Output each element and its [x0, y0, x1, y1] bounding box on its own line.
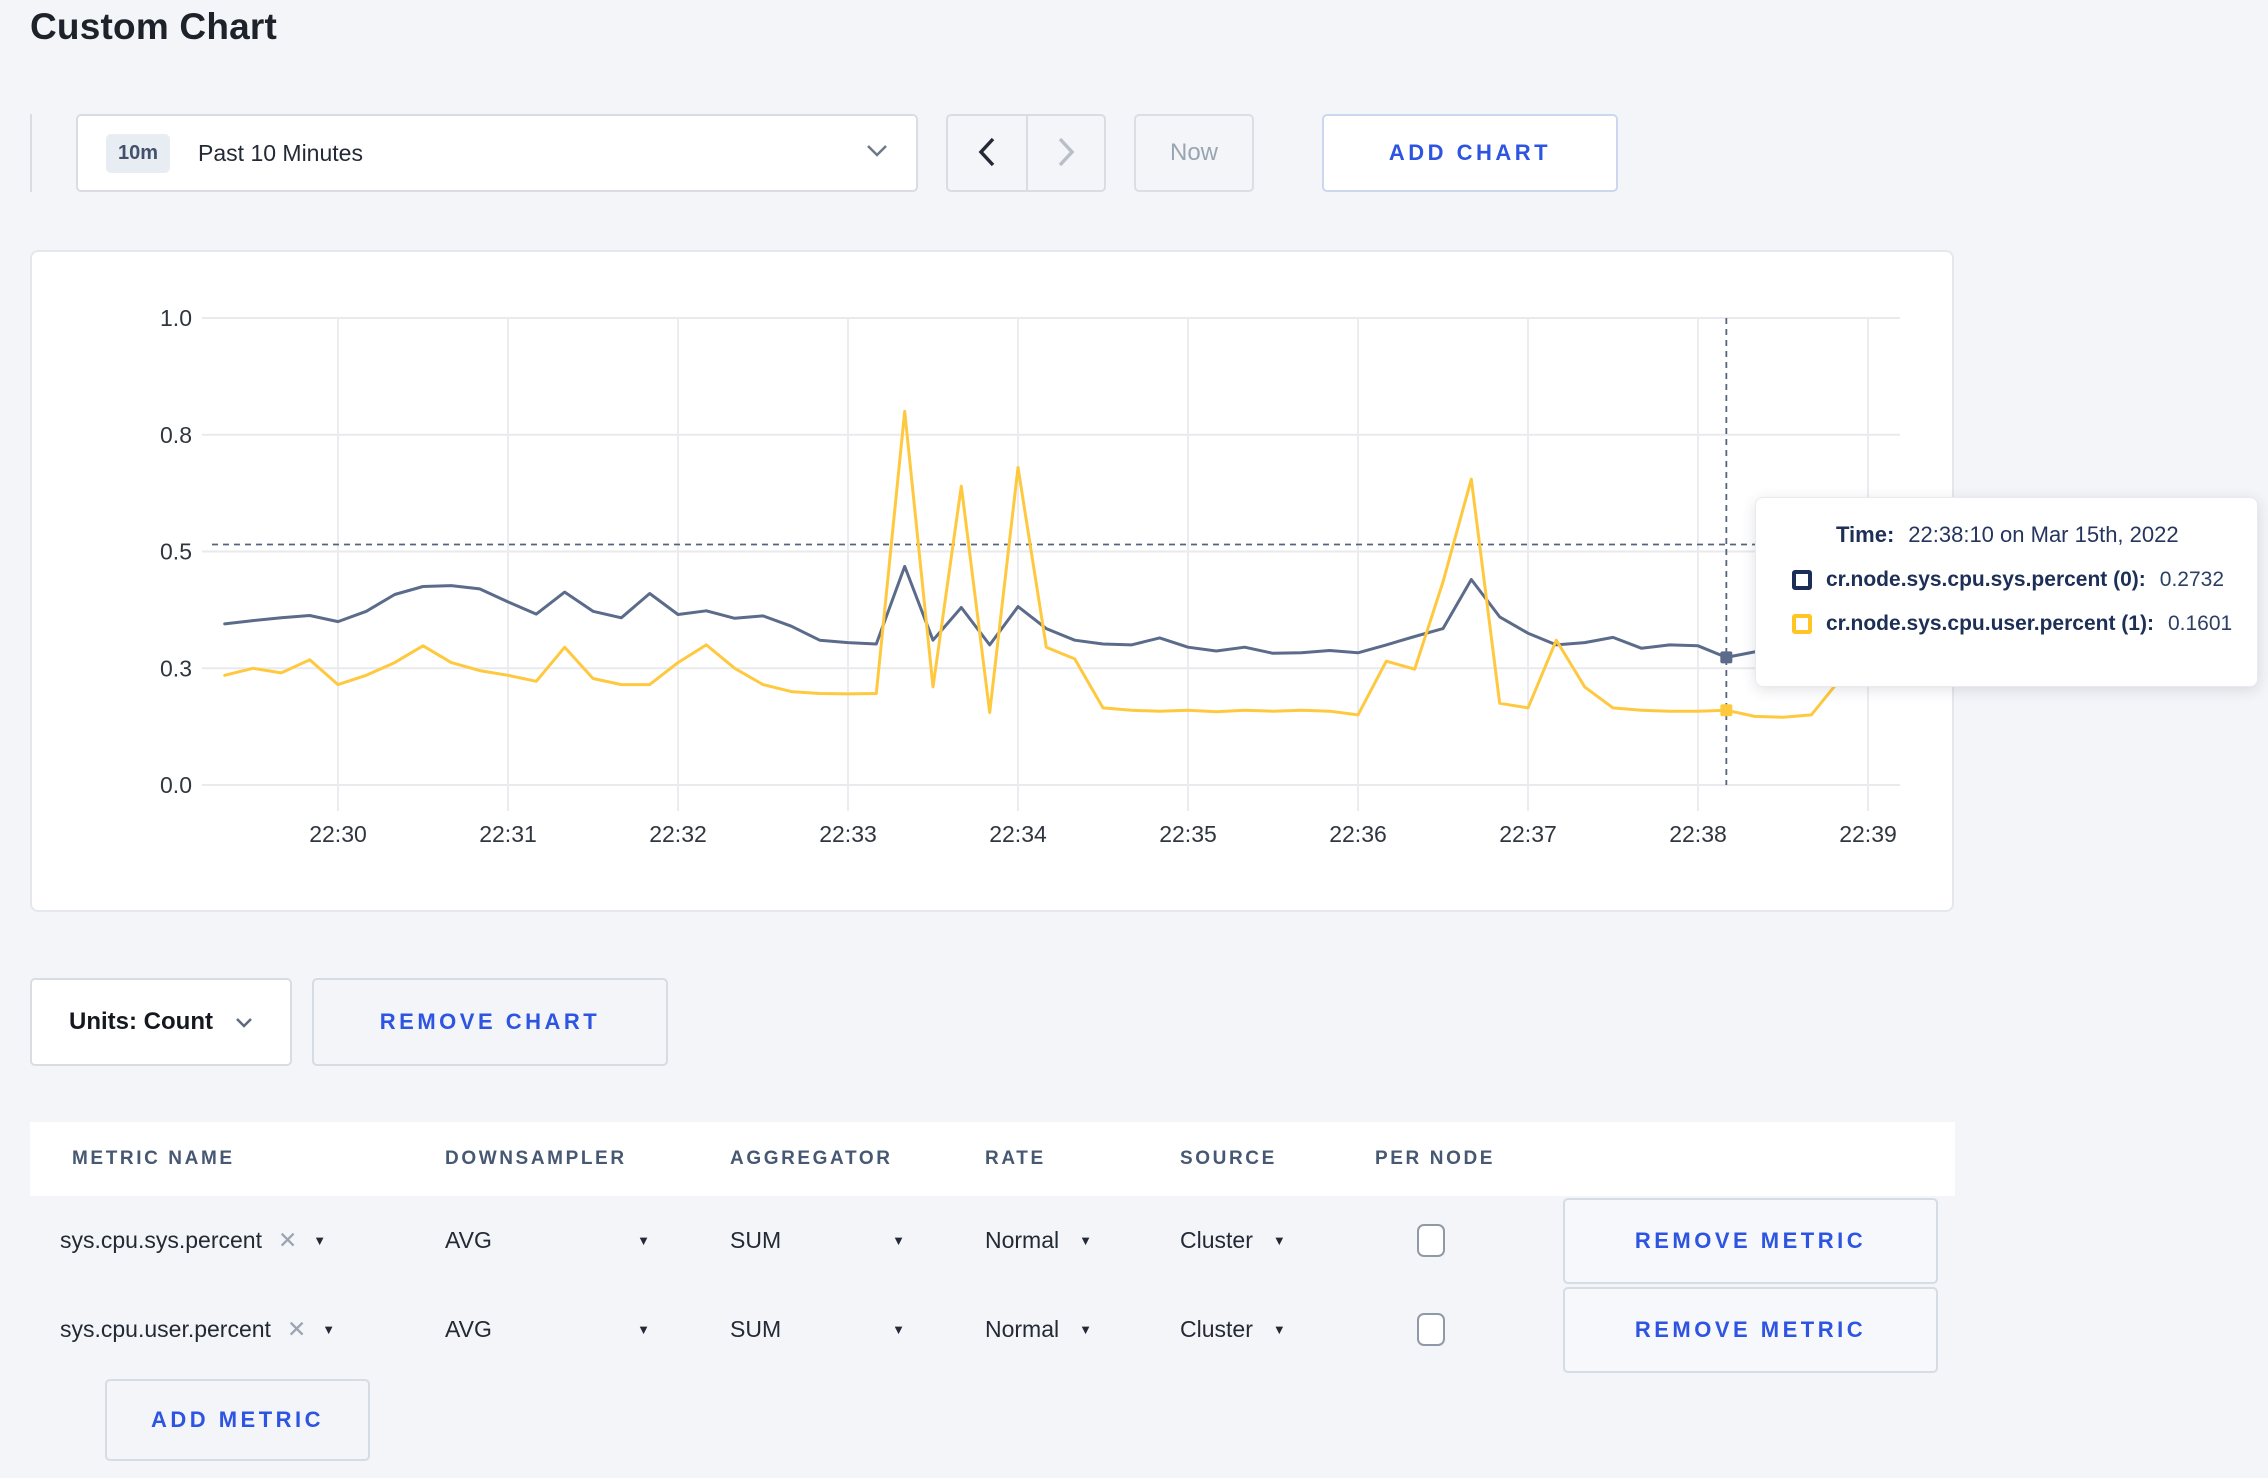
- time-nav-group: [946, 114, 1106, 192]
- remove-metric-button[interactable]: REMOVE METRIC: [1563, 1197, 1938, 1284]
- chevron-left-icon: [978, 137, 996, 170]
- column-header-per-node: PER NODE: [1375, 1148, 1496, 1169]
- metric-row: sys.cpu.sys.percent ✕ ▼ AVG ▼ SUM ▼ Norm…: [30, 1196, 1955, 1285]
- downsampler-select[interactable]: AVG ▼: [445, 1316, 730, 1343]
- downsampler-value: AVG: [445, 1316, 492, 1342]
- column-header-rate: RATE: [985, 1148, 1046, 1169]
- remove-chart-button[interactable]: REMOVE CHART: [312, 978, 668, 1066]
- rate-select[interactable]: Normal ▼: [985, 1227, 1180, 1254]
- svg-text:22:38: 22:38: [1669, 821, 1727, 847]
- time-range-dropdown[interactable]: 10m Past 10 Minutes: [76, 114, 918, 192]
- caret-down-icon: ▼: [1272, 1233, 1286, 1248]
- page-title: Custom Chart: [30, 6, 278, 47]
- source-select[interactable]: Cluster ▼: [1180, 1227, 1375, 1254]
- add-chart-button[interactable]: ADD CHART: [1322, 114, 1618, 192]
- svg-text:0.0: 0.0: [160, 772, 192, 798]
- svg-text:0.5: 0.5: [160, 539, 192, 565]
- tooltip-series-name: cr.node.sys.cpu.user.percent (1):: [1826, 612, 2154, 635]
- toolbar-divider: [30, 114, 32, 192]
- time-toolbar: 10m Past 10 Minutes Now ADD CHART: [30, 114, 1618, 192]
- chevron-down-icon: [235, 1008, 253, 1036]
- chart-tooltip: Time: 22:38:10 on Mar 15th, 2022 cr.node.…: [1755, 497, 2258, 687]
- time-back-button[interactable]: [948, 116, 1026, 190]
- caret-down-icon: ▼: [1079, 1233, 1092, 1248]
- metric-name-value: sys.cpu.sys.percent: [60, 1227, 262, 1253]
- svg-text:22:37: 22:37: [1499, 821, 1557, 847]
- column-header-source: SOURCE: [1180, 1148, 1277, 1169]
- chevron-down-icon: [866, 144, 888, 163]
- source-value: Cluster: [1180, 1227, 1253, 1253]
- tooltip-series-value: 0.1601: [2167, 612, 2233, 635]
- per-node-checkbox[interactable]: [1417, 1313, 1445, 1346]
- caret-down-icon: ▼: [1272, 1322, 1286, 1337]
- metric-name-value: sys.cpu.user.percent: [60, 1316, 271, 1342]
- aggregator-value: SUM: [730, 1316, 782, 1342]
- caret-down-icon: ▼: [322, 1322, 336, 1337]
- svg-text:1.0: 1.0: [160, 305, 192, 331]
- svg-text:22:35: 22:35: [1159, 821, 1217, 847]
- units-label: Units: Count: [69, 1008, 213, 1035]
- svg-text:22:31: 22:31: [479, 821, 537, 847]
- metric-name-select[interactable]: sys.cpu.sys.percent ✕ ▼: [60, 1227, 445, 1254]
- rate-value: Normal: [985, 1227, 1060, 1253]
- tooltip-series-row: cr.node.sys.cpu.sys.percent (0): 0.2732: [1792, 568, 2257, 592]
- svg-text:22:34: 22:34: [989, 821, 1047, 847]
- units-dropdown[interactable]: Units: Count: [30, 978, 292, 1066]
- metric-name-select[interactable]: sys.cpu.user.percent ✕ ▼: [60, 1316, 445, 1343]
- clear-metric-icon[interactable]: ✕: [277, 1227, 298, 1253]
- aggregator-select[interactable]: SUM ▼: [730, 1227, 985, 1254]
- aggregator-select[interactable]: SUM ▼: [730, 1316, 985, 1343]
- add-metric-button[interactable]: ADD METRIC: [105, 1379, 370, 1461]
- tooltip-time-value: 22:38:10 on Mar 15th, 2022: [1908, 522, 2179, 547]
- tooltip-time-label: Time:: [1836, 522, 1895, 547]
- now-button[interactable]: Now: [1134, 114, 1254, 192]
- metrics-table-header: METRIC NAME DOWNSAMPLER AGGREGATOR RATE …: [30, 1122, 1955, 1196]
- svg-text:22:32: 22:32: [649, 821, 707, 847]
- source-value: Cluster: [1180, 1316, 1253, 1342]
- svg-text:22:30: 22:30: [309, 821, 367, 847]
- series-swatch-icon: [1792, 614, 1812, 634]
- svg-text:0.8: 0.8: [160, 422, 192, 448]
- tooltip-time: Time: 22:38:10 on Mar 15th, 2022: [1836, 522, 2257, 548]
- rate-select[interactable]: Normal ▼: [985, 1316, 1180, 1343]
- chart-card: 1.0 0.8 0.5 0.3 0.0 22:30 22:31 22:32 22:33 22:34…: [30, 250, 1954, 912]
- svg-text:0.3: 0.3: [160, 655, 192, 681]
- clear-metric-icon[interactable]: ✕: [286, 1316, 307, 1342]
- caret-down-icon: ▼: [637, 1322, 650, 1337]
- metrics-table: METRIC NAME DOWNSAMPLER AGGREGATOR RATE …: [30, 1122, 1955, 1461]
- time-range-badge: 10m: [106, 133, 171, 173]
- chevron-right-icon: [1057, 137, 1075, 170]
- caret-down-icon: ▼: [1079, 1322, 1092, 1337]
- time-range-label: Past 10 Minutes: [198, 139, 363, 166]
- tooltip-series-name: cr.node.sys.cpu.sys.percent (0):: [1826, 568, 2146, 591]
- svg-text:22:36: 22:36: [1329, 821, 1387, 847]
- svg-text:22:33: 22:33: [819, 821, 877, 847]
- source-select[interactable]: Cluster ▼: [1180, 1316, 1375, 1343]
- caret-down-icon: ▼: [313, 1233, 327, 1248]
- per-node-checkbox[interactable]: [1417, 1224, 1445, 1257]
- column-header-aggregator: AGGREGATOR: [730, 1148, 893, 1169]
- downsampler-select[interactable]: AVG ▼: [445, 1227, 730, 1254]
- metrics-chart[interactable]: 1.0 0.8 0.5 0.3 0.0 22:30 22:31 22:32 22:33 22:34…: [32, 252, 1952, 910]
- svg-text:22:39: 22:39: [1839, 821, 1897, 847]
- metric-row: sys.cpu.user.percent ✕ ▼ AVG ▼ SUM ▼ Nor…: [30, 1285, 1955, 1374]
- caret-down-icon: ▼: [892, 1233, 905, 1248]
- series-swatch-icon: [1792, 570, 1812, 590]
- column-header-downsampler: DOWNSAMPLER: [445, 1148, 627, 1169]
- aggregator-value: SUM: [730, 1227, 782, 1253]
- tooltip-series-row: cr.node.sys.cpu.user.percent (1): 0.1601: [1792, 612, 2257, 636]
- tooltip-series-value: 0.2732: [2159, 568, 2225, 591]
- column-header-metric-name: METRIC NAME: [72, 1148, 235, 1169]
- remove-metric-button[interactable]: REMOVE METRIC: [1563, 1286, 1938, 1373]
- rate-value: Normal: [985, 1316, 1060, 1342]
- caret-down-icon: ▼: [892, 1322, 905, 1337]
- caret-down-icon: ▼: [637, 1233, 650, 1248]
- time-forward-button[interactable]: [1026, 116, 1104, 190]
- downsampler-value: AVG: [445, 1227, 492, 1253]
- chart-actions-row: Units: Count REMOVE CHART: [30, 978, 668, 1066]
